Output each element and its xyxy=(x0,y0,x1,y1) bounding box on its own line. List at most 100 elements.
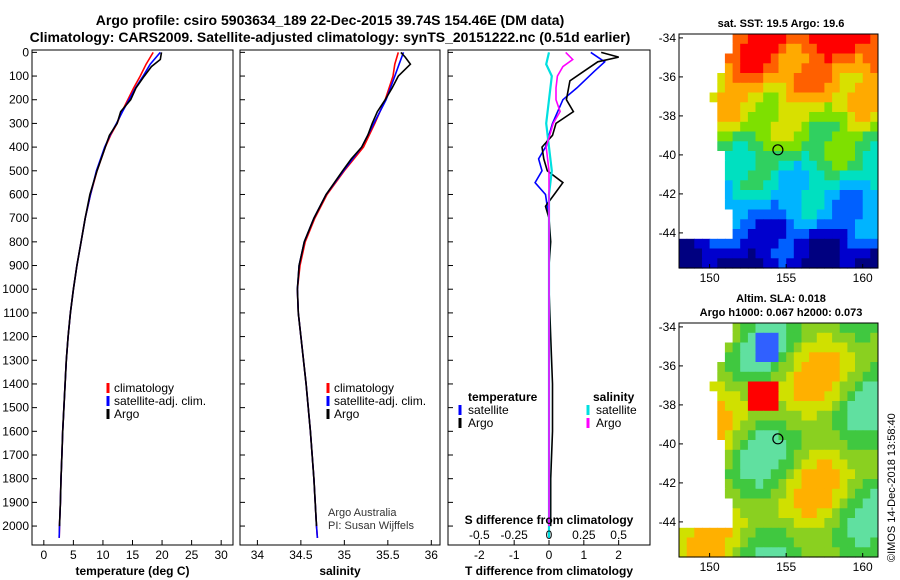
sla-map-cell xyxy=(755,498,764,509)
sla-map-cell xyxy=(686,352,695,363)
sla-map-cell xyxy=(702,449,711,461)
sla-map-cell xyxy=(724,518,734,529)
sst-map-cell xyxy=(686,141,695,152)
sla-map-cell xyxy=(694,508,703,519)
sst-map-cell xyxy=(732,170,741,181)
sst-map-cell xyxy=(832,180,841,191)
sla-map-cell xyxy=(847,449,856,461)
sla-map-cell xyxy=(717,459,726,470)
sst-map-cell xyxy=(778,219,787,230)
sst-map-cell xyxy=(862,53,871,64)
sla-map-cell xyxy=(755,410,764,422)
sst-map-cell xyxy=(694,34,703,45)
sla-map-ytick-label: -40 xyxy=(659,437,677,451)
sla-map-cell xyxy=(847,391,856,402)
sst-map-cell xyxy=(747,219,757,230)
temperature-axes-frame xyxy=(31,49,234,546)
sst-map-cell xyxy=(763,258,772,269)
sla-map-cell xyxy=(778,342,787,353)
sla-map-cell xyxy=(832,440,841,451)
sst-map-cell xyxy=(862,141,871,152)
sla-map-cell xyxy=(824,420,833,431)
sla-map-cell xyxy=(793,332,802,344)
sla-map-cell xyxy=(732,352,741,363)
sst-map-ytick-label: -34 xyxy=(659,31,677,45)
sla-map-cell xyxy=(702,459,711,470)
sst-map-cell xyxy=(709,63,718,74)
sst-map-cell xyxy=(724,229,734,240)
sla-map-argo-marker xyxy=(772,433,784,445)
sst-map-cell xyxy=(862,258,871,269)
sst-map-cell xyxy=(709,34,718,45)
sla-map-cell xyxy=(686,391,695,402)
sla-map-cell xyxy=(724,352,734,363)
sla-map-cell xyxy=(809,323,818,334)
sst-map-cell xyxy=(801,131,810,142)
sla-map-cell xyxy=(717,332,726,344)
sst-map-cell xyxy=(816,151,825,162)
sla-map-cell xyxy=(770,342,779,353)
sla-map-cell xyxy=(763,352,772,363)
sst-map-cell xyxy=(717,209,726,220)
sst-map-cell xyxy=(755,170,764,181)
sla-map-cell xyxy=(778,527,787,539)
sst-map-cell xyxy=(816,258,825,269)
sla-map-cell xyxy=(732,459,741,470)
sst-map-ytick-label: -36 xyxy=(659,70,677,84)
sla-map-cell xyxy=(847,440,856,451)
sla-map-cell xyxy=(870,479,879,490)
sst-map-cell xyxy=(763,209,772,220)
sst-map-cell xyxy=(855,73,864,84)
sla-map-cell xyxy=(770,440,779,451)
sla-map-cell xyxy=(816,449,825,461)
sla-map-cell xyxy=(855,440,864,451)
sla-map-cell xyxy=(855,498,864,509)
sla-map-cell xyxy=(778,323,787,334)
sla-map-cell xyxy=(832,352,841,363)
sla-map-cell xyxy=(732,381,741,392)
sla-map-cell xyxy=(786,420,795,431)
sst-map-cell xyxy=(679,34,688,45)
sst-map-cell xyxy=(724,53,734,64)
sst-map-cell xyxy=(816,219,825,230)
sla-map-cell xyxy=(816,537,825,548)
sla-map-cell xyxy=(809,488,818,500)
sla-map-cell xyxy=(717,381,726,392)
sst-map-cell xyxy=(786,82,795,94)
sla-map-cell xyxy=(686,371,695,383)
sst-map-cell xyxy=(809,82,818,94)
sst-map-cell xyxy=(686,43,695,55)
sla-map-cell xyxy=(740,449,749,461)
sst-map-cell xyxy=(847,92,856,103)
sla-map-cell xyxy=(679,440,688,451)
sst-map-cell xyxy=(732,151,741,162)
sla-map-cell xyxy=(679,352,688,363)
sst-map-cell xyxy=(770,199,779,211)
sst-map-cell xyxy=(732,219,741,230)
sla-map-cell xyxy=(862,342,871,353)
sst-map-cell xyxy=(824,92,833,103)
sla-map-cell xyxy=(786,371,795,383)
sla-map-cell xyxy=(732,401,741,412)
sst-map-cell xyxy=(793,73,802,84)
sst-map-cell xyxy=(770,121,779,133)
sst-map-cell xyxy=(702,63,711,74)
sst-map-cell xyxy=(717,170,726,181)
sst-map-cell xyxy=(801,73,810,84)
sla-map-cell xyxy=(847,547,856,558)
sst-map-cell xyxy=(801,92,810,103)
sst-map-cell xyxy=(724,121,734,133)
sla-map-cell xyxy=(839,488,848,500)
sla-map-cell xyxy=(862,362,871,373)
sst-map-cell xyxy=(747,82,757,94)
sst-map-cell xyxy=(702,131,711,142)
sla-map-cell xyxy=(770,459,779,470)
sst-map-cell xyxy=(809,151,818,162)
sst-map-cell xyxy=(747,102,757,113)
depth-tick-label: 1800 xyxy=(2,472,29,486)
sla-map-cell xyxy=(824,469,833,480)
sla-map-cell xyxy=(855,401,864,412)
sst-map-cell xyxy=(855,238,864,250)
sla-map-cell xyxy=(816,401,825,412)
credit-pi: PI: Susan Wijffels xyxy=(328,520,414,532)
